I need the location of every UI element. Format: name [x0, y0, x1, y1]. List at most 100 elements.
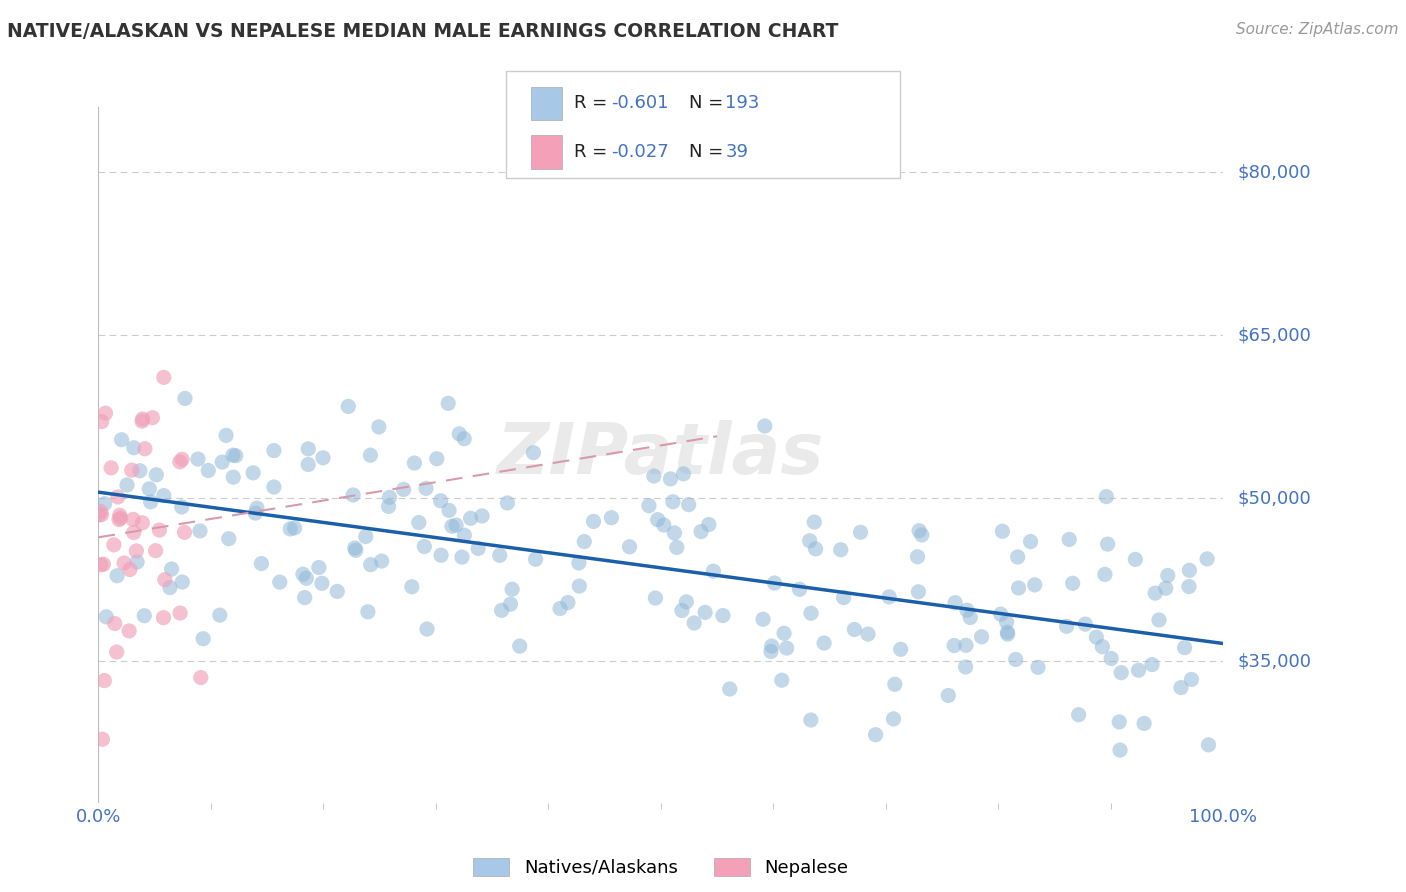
Point: [122, 441, 145, 455]
Point: [359, 448, 381, 462]
Point: [134, 608, 156, 623]
Point: [90, 508, 112, 522]
Point: [413, 540, 436, 554]
Point: [600, 510, 623, 524]
Point: [283, 521, 305, 535]
Point: [131, 412, 153, 426]
Point: [683, 615, 706, 630]
Point: [813, 636, 835, 650]
Point: [294, 591, 316, 605]
Point: [522, 446, 544, 460]
Point: [1094, 567, 1116, 582]
Point: [907, 549, 929, 564]
Point: [245, 506, 267, 520]
Point: [1091, 640, 1114, 654]
Point: [997, 627, 1019, 641]
Point: [460, 511, 482, 525]
Point: [467, 541, 489, 556]
Point: [1062, 576, 1084, 591]
Point: [297, 458, 319, 472]
Point: [108, 512, 131, 526]
Point: [955, 638, 977, 652]
Point: [93, 673, 115, 688]
Point: [93, 558, 115, 572]
Point: [1007, 549, 1029, 564]
Point: [647, 513, 669, 527]
Point: [955, 660, 977, 674]
Point: [488, 549, 510, 563]
Point: [1007, 581, 1029, 595]
Point: [943, 639, 966, 653]
Point: [197, 463, 219, 477]
Point: [491, 603, 513, 617]
Point: [568, 556, 591, 570]
Point: [187, 452, 209, 467]
Point: [215, 428, 238, 442]
Text: -0.601: -0.601: [612, 95, 669, 112]
Point: [148, 523, 170, 537]
Point: [1074, 617, 1097, 632]
Text: 193: 193: [725, 95, 759, 112]
Point: [1140, 657, 1163, 672]
Point: [152, 370, 174, 384]
Point: [392, 483, 415, 497]
Point: [125, 544, 148, 558]
Point: [94, 406, 117, 420]
Point: [218, 532, 240, 546]
Point: [690, 524, 713, 539]
Point: [877, 590, 900, 604]
Point: [890, 642, 912, 657]
Point: [907, 584, 929, 599]
Point: [311, 576, 333, 591]
Point: [499, 597, 522, 611]
Point: [882, 712, 904, 726]
Point: [145, 467, 167, 482]
Point: [789, 582, 811, 597]
Point: [995, 625, 1018, 640]
Point: [702, 564, 724, 578]
Text: 39: 39: [725, 143, 748, 161]
Text: -0.027: -0.027: [612, 143, 669, 161]
Point: [263, 443, 285, 458]
Point: [991, 524, 1014, 539]
Point: [437, 396, 460, 410]
Point: [911, 528, 934, 542]
Point: [222, 448, 245, 462]
Point: [291, 567, 314, 582]
Point: [665, 541, 688, 555]
Point: [357, 605, 380, 619]
Point: [1024, 578, 1046, 592]
Point: [693, 606, 716, 620]
Point: [121, 463, 143, 477]
Point: [1147, 613, 1170, 627]
Point: [1180, 673, 1202, 687]
Point: [108, 508, 131, 523]
Point: [344, 543, 367, 558]
Point: [548, 601, 571, 615]
Point: [429, 493, 451, 508]
Point: [342, 488, 364, 502]
Point: [501, 582, 523, 597]
Point: [1154, 581, 1177, 595]
Point: [208, 608, 231, 623]
Point: [568, 579, 591, 593]
Legend: Natives/Alaskans, Nepalese: Natives/Alaskans, Nepalese: [465, 850, 856, 884]
Point: [105, 645, 128, 659]
Point: [172, 575, 194, 590]
Point: [343, 541, 366, 555]
Point: [122, 512, 145, 526]
Point: [770, 673, 793, 688]
Point: [643, 469, 665, 483]
Point: [1157, 568, 1180, 582]
Point: [308, 560, 330, 574]
Point: [118, 624, 141, 638]
Point: [90, 504, 112, 518]
Point: [1095, 490, 1118, 504]
Point: [96, 610, 118, 624]
Point: [138, 482, 160, 496]
Point: [936, 689, 959, 703]
Point: [524, 552, 547, 566]
Point: [672, 467, 695, 481]
Point: [295, 571, 318, 585]
Point: [122, 525, 145, 540]
